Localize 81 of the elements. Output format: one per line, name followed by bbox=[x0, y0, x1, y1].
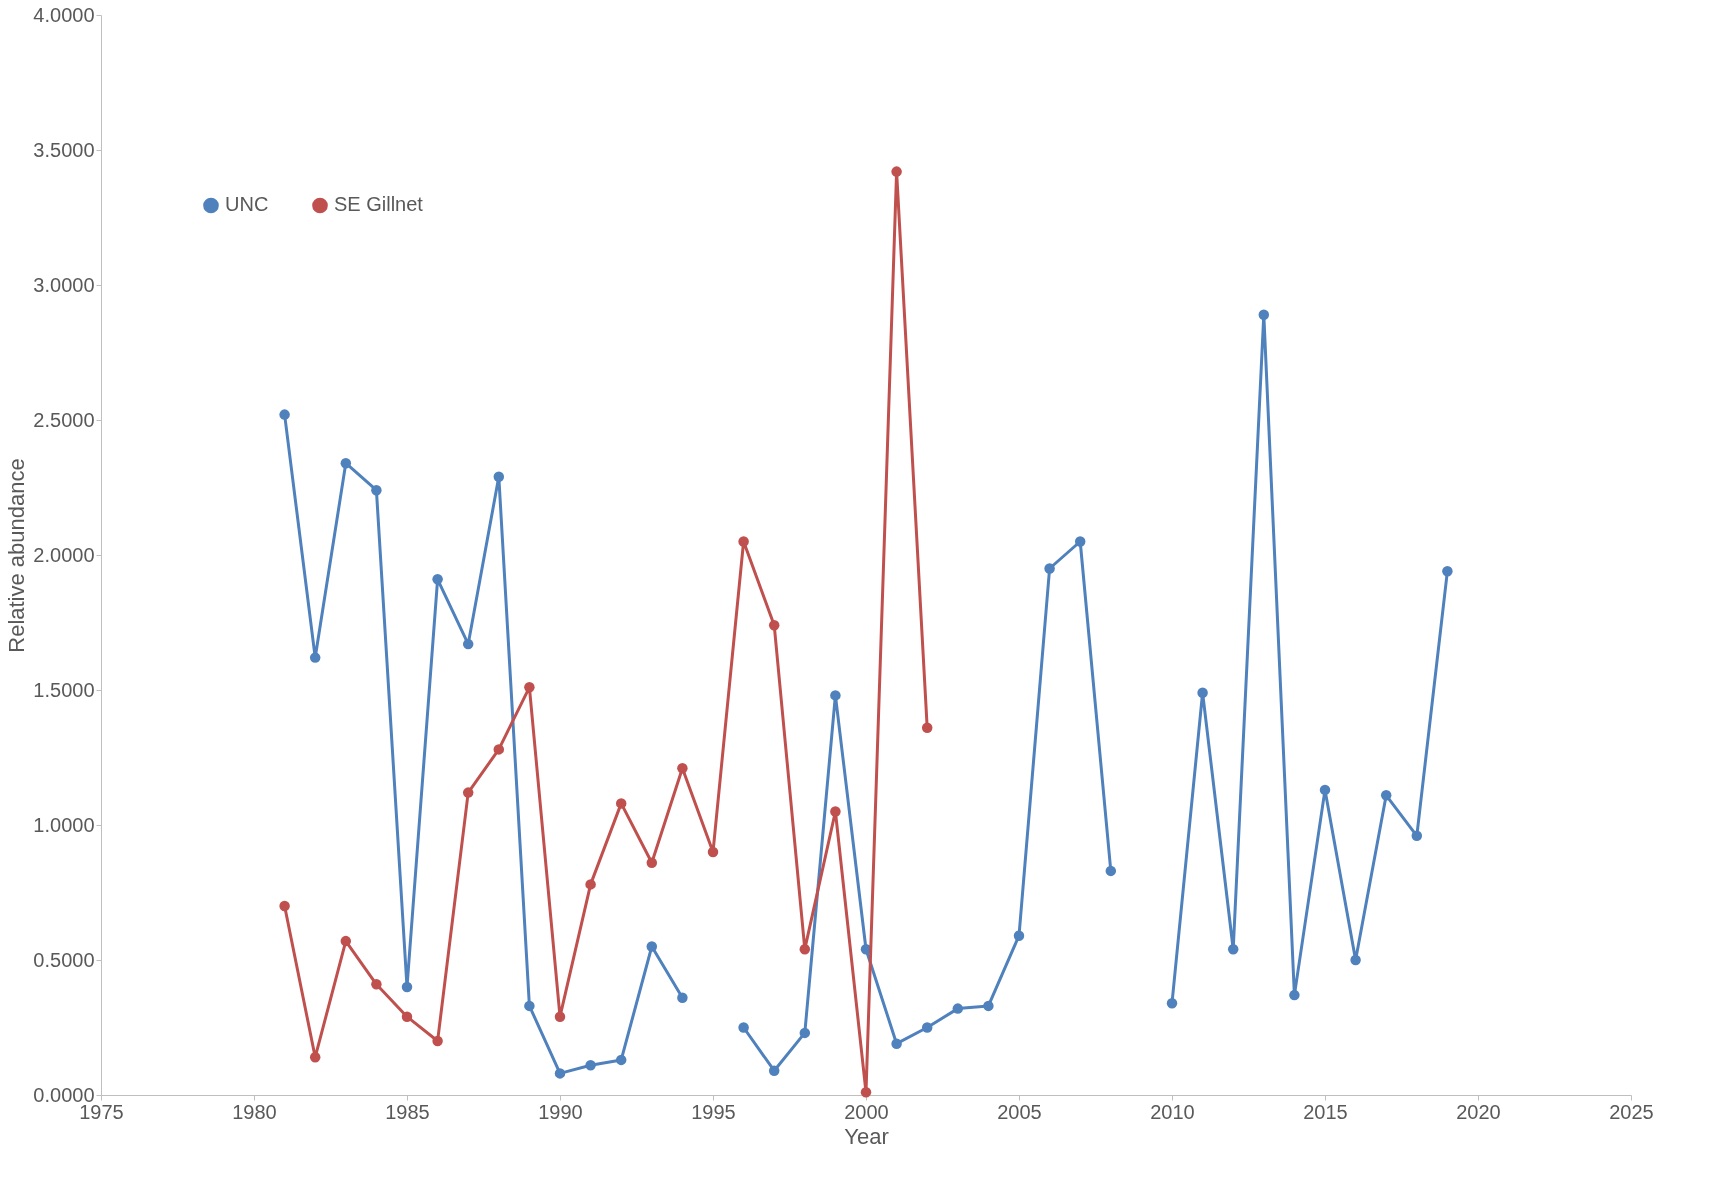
y-tick-label: 2.0000 bbox=[33, 543, 95, 566]
y-tick-label: 3.0000 bbox=[33, 273, 95, 296]
point bbox=[340, 457, 352, 469]
point bbox=[554, 1068, 566, 1079]
point bbox=[432, 1035, 443, 1047]
point bbox=[585, 1060, 596, 1071]
point bbox=[799, 943, 811, 955]
point bbox=[1319, 784, 1331, 796]
point bbox=[401, 1011, 413, 1022]
point bbox=[462, 638, 474, 650]
point bbox=[1074, 536, 1086, 547]
y-tick-label: 3.5000 bbox=[33, 138, 95, 161]
point bbox=[768, 619, 780, 631]
y-tick-label: 1.5000 bbox=[33, 678, 95, 701]
point bbox=[1411, 830, 1423, 842]
point bbox=[432, 574, 443, 585]
point bbox=[891, 1038, 902, 1049]
y-tick-label: 0.0000 bbox=[33, 1083, 95, 1106]
x-tick-label: 2025 bbox=[1609, 1100, 1654, 1123]
point bbox=[279, 900, 290, 912]
point bbox=[554, 1011, 566, 1022]
x-tick-label: 1980 bbox=[232, 1100, 277, 1123]
point bbox=[615, 1054, 627, 1066]
legend-label: UNC bbox=[225, 193, 269, 216]
point bbox=[677, 992, 688, 1004]
point bbox=[738, 1022, 749, 1033]
point bbox=[921, 1022, 933, 1033]
point bbox=[1044, 563, 1055, 574]
point bbox=[1013, 930, 1025, 941]
y-axis-title: Relative abundance bbox=[4, 458, 30, 653]
point bbox=[830, 806, 841, 817]
point bbox=[677, 763, 688, 774]
x-tick-label: 2010 bbox=[1150, 1100, 1195, 1123]
y-tick-label: 1.0000 bbox=[33, 813, 95, 836]
x-tick-label: 2000 bbox=[844, 1100, 889, 1123]
point bbox=[768, 1065, 780, 1076]
point bbox=[340, 935, 352, 947]
point bbox=[309, 1051, 321, 1063]
point bbox=[371, 484, 382, 496]
point bbox=[1105, 865, 1117, 877]
point bbox=[279, 409, 290, 420]
point bbox=[1289, 989, 1300, 1001]
point bbox=[524, 682, 535, 693]
x-tick-label: 1990 bbox=[538, 1100, 583, 1123]
x-axis-title: Year bbox=[844, 1123, 889, 1149]
point bbox=[462, 787, 474, 798]
point bbox=[1442, 565, 1453, 577]
point bbox=[401, 981, 413, 993]
point bbox=[493, 744, 505, 755]
x-tick-label: 2020 bbox=[1456, 1100, 1501, 1123]
point bbox=[1166, 997, 1178, 1009]
point bbox=[309, 652, 321, 663]
point bbox=[983, 1000, 994, 1012]
point bbox=[1258, 309, 1270, 320]
x-tick-label: 1985 bbox=[385, 1100, 430, 1123]
x-tick-label: 2005 bbox=[997, 1100, 1042, 1123]
x-tick-label: 2015 bbox=[1303, 1100, 1348, 1123]
point bbox=[371, 979, 382, 990]
point bbox=[707, 846, 719, 858]
point bbox=[799, 1027, 811, 1039]
y-tick-label: 0.5000 bbox=[33, 948, 95, 971]
point bbox=[860, 1087, 872, 1098]
x-tick-label: 1995 bbox=[691, 1100, 736, 1123]
y-tick-label: 4.0000 bbox=[33, 3, 95, 26]
point bbox=[585, 879, 596, 890]
point bbox=[952, 1003, 964, 1014]
point bbox=[1350, 954, 1361, 966]
point bbox=[646, 857, 658, 869]
point bbox=[1197, 687, 1208, 698]
y-tick-label: 2.5000 bbox=[33, 408, 95, 431]
point bbox=[830, 690, 841, 701]
point bbox=[1227, 943, 1239, 955]
point bbox=[921, 722, 933, 734]
point bbox=[615, 798, 627, 809]
point bbox=[1380, 790, 1392, 801]
point bbox=[738, 536, 749, 547]
point bbox=[891, 166, 902, 177]
point bbox=[646, 941, 658, 952]
point bbox=[524, 1000, 535, 1012]
point bbox=[493, 471, 505, 482]
legend-label: SE Gillnet bbox=[334, 193, 424, 216]
